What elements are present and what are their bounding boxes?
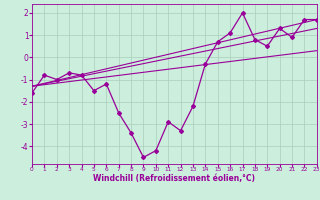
X-axis label: Windchill (Refroidissement éolien,°C): Windchill (Refroidissement éolien,°C)	[93, 174, 255, 183]
